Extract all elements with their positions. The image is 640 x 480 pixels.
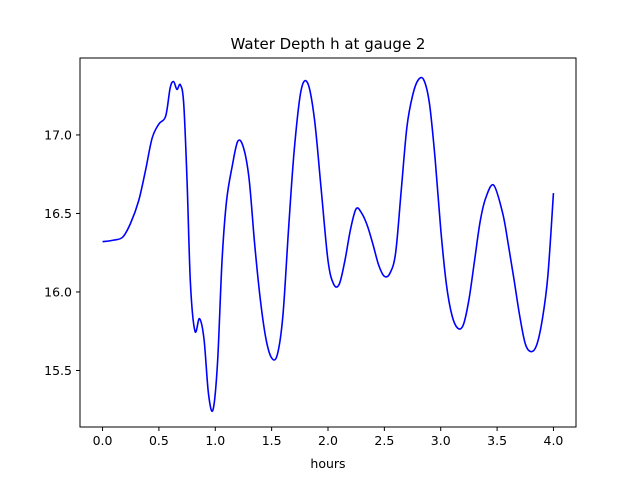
plot-area: [102, 76, 555, 412]
axes-frame: [79, 57, 577, 428]
x-axis-label: hours: [310, 456, 345, 471]
x-tick-label: 4.0: [544, 433, 564, 448]
y-tick-label: 16.5: [44, 206, 72, 221]
y-axis: 15.5 16.0 16.5 17.0: [44, 127, 80, 378]
y-tick-label: 15.5: [44, 363, 72, 378]
x-tick-label: 3.5: [487, 433, 507, 448]
x-axis: 0.0 0.5 1.0 1.5 2.0 2.5 3.0 3.5 4.0: [93, 427, 564, 448]
x-tick-label: 1.0: [205, 433, 225, 448]
chart-title: Water Depth h at gauge 2: [231, 35, 426, 53]
y-tick-label: 16.0: [44, 284, 72, 299]
y-tick-label: 17.0: [44, 127, 72, 142]
x-tick-label: 0.0: [93, 433, 113, 448]
series-line: [102, 76, 555, 412]
x-tick-label: 2.0: [318, 433, 338, 448]
x-tick-label: 2.5: [374, 433, 394, 448]
x-tick-label: 3.0: [431, 433, 451, 448]
x-tick-label: 0.5: [149, 433, 169, 448]
x-tick-label: 1.5: [262, 433, 282, 448]
